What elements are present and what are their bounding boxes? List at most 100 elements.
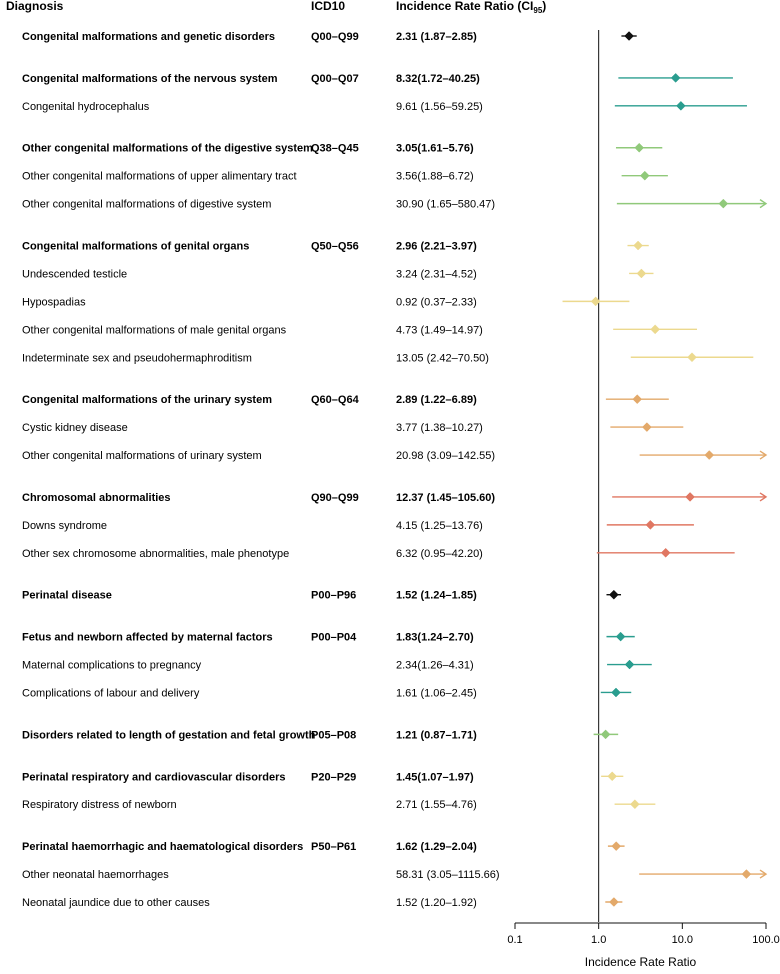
header-irr-sub: 95 <box>533 6 542 15</box>
row-label: Neonatal jaundice due to other causes <box>22 897 210 909</box>
row-label: Cystic kidney disease <box>22 422 128 434</box>
point-estimate <box>633 240 643 251</box>
row-irr: 1.52 (1.24–1.85) <box>396 590 477 602</box>
row-irr: 8.32(1.72–40.25) <box>396 73 480 85</box>
row-label: Other congenital malformations of digest… <box>22 199 271 211</box>
point-estimate <box>609 589 619 600</box>
row-irr: 2.71 (1.55–4.76) <box>396 799 477 811</box>
point-estimate <box>611 687 621 698</box>
header-icd10: ICD10 <box>311 0 345 13</box>
row-irr: 30.90 (1.65–580.47) <box>396 199 495 211</box>
point-estimate <box>600 729 611 740</box>
point-estimate <box>624 31 634 41</box>
row-irr: 4.15 (1.25–13.76) <box>396 520 483 532</box>
row-irr: 58.31 (3.05–1115.66) <box>396 869 500 881</box>
row-irr: 2.31 (1.87–2.85) <box>396 31 477 43</box>
forest-marks <box>562 30 768 922</box>
row-label: Perinatal respiratory and cardiovascular… <box>22 771 286 783</box>
point-estimate <box>630 799 640 810</box>
row-label: Congenital malformations of the nervous … <box>22 73 278 85</box>
ci-arrow <box>759 450 768 460</box>
row-label: Respiratory distress of newborn <box>22 799 177 811</box>
row-irr: 20.98 (3.09–142.55) <box>396 450 495 462</box>
row-irr: 9.61 (1.56–59.25) <box>396 101 483 113</box>
header-diagnosis: Diagnosis <box>6 0 64 13</box>
row-icd10: P00–P96 <box>311 590 356 602</box>
point-estimate <box>639 170 650 181</box>
row-irr: 1.61 (1.06–2.45) <box>396 687 477 699</box>
point-estimate <box>611 841 622 851</box>
row-icd10: P50–P61 <box>311 841 356 853</box>
point-estimate <box>704 450 715 460</box>
point-estimate <box>687 352 697 363</box>
x-axis-label: Incidence Rate Ratio <box>585 955 697 969</box>
point-estimate <box>624 659 635 670</box>
row-icd10: P05–P08 <box>311 729 356 741</box>
row-label: Congenital malformations and genetic dis… <box>22 31 275 43</box>
row-label: Other congenital malformations of the di… <box>22 143 313 155</box>
point-estimate <box>634 142 645 153</box>
row-irr: 1.45(1.07–1.97) <box>396 771 474 783</box>
x-tick-label: 100.0 <box>752 934 780 946</box>
point-estimate <box>685 492 695 502</box>
row-icd10: Q38–Q45 <box>311 143 359 155</box>
row-label: Other congenital malformations of upper … <box>22 171 297 183</box>
x-tick-label: 10.0 <box>672 934 693 946</box>
row-icd10: Q90–Q99 <box>311 492 359 504</box>
point-estimate <box>632 394 643 405</box>
row-label: Downs syndrome <box>22 520 107 532</box>
row-label: Undescended testicle <box>22 268 127 280</box>
point-estimate <box>607 771 618 782</box>
row-icd10: P00–P04 <box>311 632 357 644</box>
point-estimate <box>660 547 671 558</box>
row-irr: 6.32 (0.95–42.20) <box>396 548 483 560</box>
row-irr: 4.73 (1.49–14.97) <box>396 324 483 336</box>
point-estimate <box>650 324 660 335</box>
row-label: Congenital malformations of genital orga… <box>22 241 249 253</box>
row-icd10: Q00–Q07 <box>311 73 359 85</box>
row-label: Congenital hydrocephalus <box>22 101 150 113</box>
ci-arrow <box>759 492 768 502</box>
row-label: Maternal complications to pregnancy <box>22 660 202 672</box>
row-irr: 1.21 (0.87–1.71) <box>396 729 477 741</box>
row-label: Other congenital malformations of urinar… <box>22 450 262 462</box>
row-irr: 3.05(1.61–5.76) <box>396 143 474 155</box>
point-estimate <box>609 897 619 907</box>
x-tick-label: 0.1 <box>507 934 522 946</box>
row-label: Indeterminate sex and pseudohermaphrodit… <box>22 352 252 364</box>
x-tick-label: 1.0 <box>591 934 606 946</box>
ci-arrow <box>759 869 768 879</box>
row-icd10: Q50–Q56 <box>311 241 359 253</box>
row-label: Disorders related to length of gestation… <box>22 729 316 741</box>
header-irr: Incidence Rate Ratio (CI95) <box>396 0 546 15</box>
row-irr: 13.05 (2.42–70.50) <box>396 352 489 364</box>
row-label: Other sex chromosome abnormalities, male… <box>22 548 289 560</box>
row-irr: 3.56(1.88–6.72) <box>396 171 474 183</box>
row-irr: 1.62 (1.29–2.04) <box>396 841 477 853</box>
point-estimate <box>636 268 647 279</box>
ci-arrow <box>759 199 768 209</box>
row-irr: 1.52 (1.20–1.92) <box>396 897 477 909</box>
point-estimate <box>590 296 601 307</box>
row-icd10: Q00–Q99 <box>311 31 359 43</box>
point-estimate <box>645 520 656 530</box>
row-icd10: Q60–Q64 <box>311 394 360 406</box>
row-irr: 0.92 (0.37–2.33) <box>396 296 477 308</box>
point-estimate <box>718 198 729 209</box>
row-label: Complications of labour and delivery <box>22 687 200 699</box>
row-icd10: P20–P29 <box>311 771 356 783</box>
point-estimate <box>615 631 626 642</box>
point-estimate <box>676 100 686 111</box>
row-label: Perinatal haemorrhagic and haematologica… <box>22 841 303 853</box>
row-label: Hypospadias <box>22 296 86 308</box>
row-label: Other congenital malformations of male g… <box>22 324 287 336</box>
row-irr: 3.77 (1.38–10.27) <box>396 422 483 434</box>
row-irr: 2.34(1.26–4.31) <box>396 660 474 672</box>
point-estimate <box>642 422 652 432</box>
row-label: Fetus and newborn affected by maternal f… <box>22 632 273 644</box>
point-estimate <box>670 73 681 83</box>
point-estimate <box>741 869 752 879</box>
row-label: Congenital malformations of the urinary … <box>22 394 272 406</box>
row-label: Perinatal disease <box>22 590 112 602</box>
